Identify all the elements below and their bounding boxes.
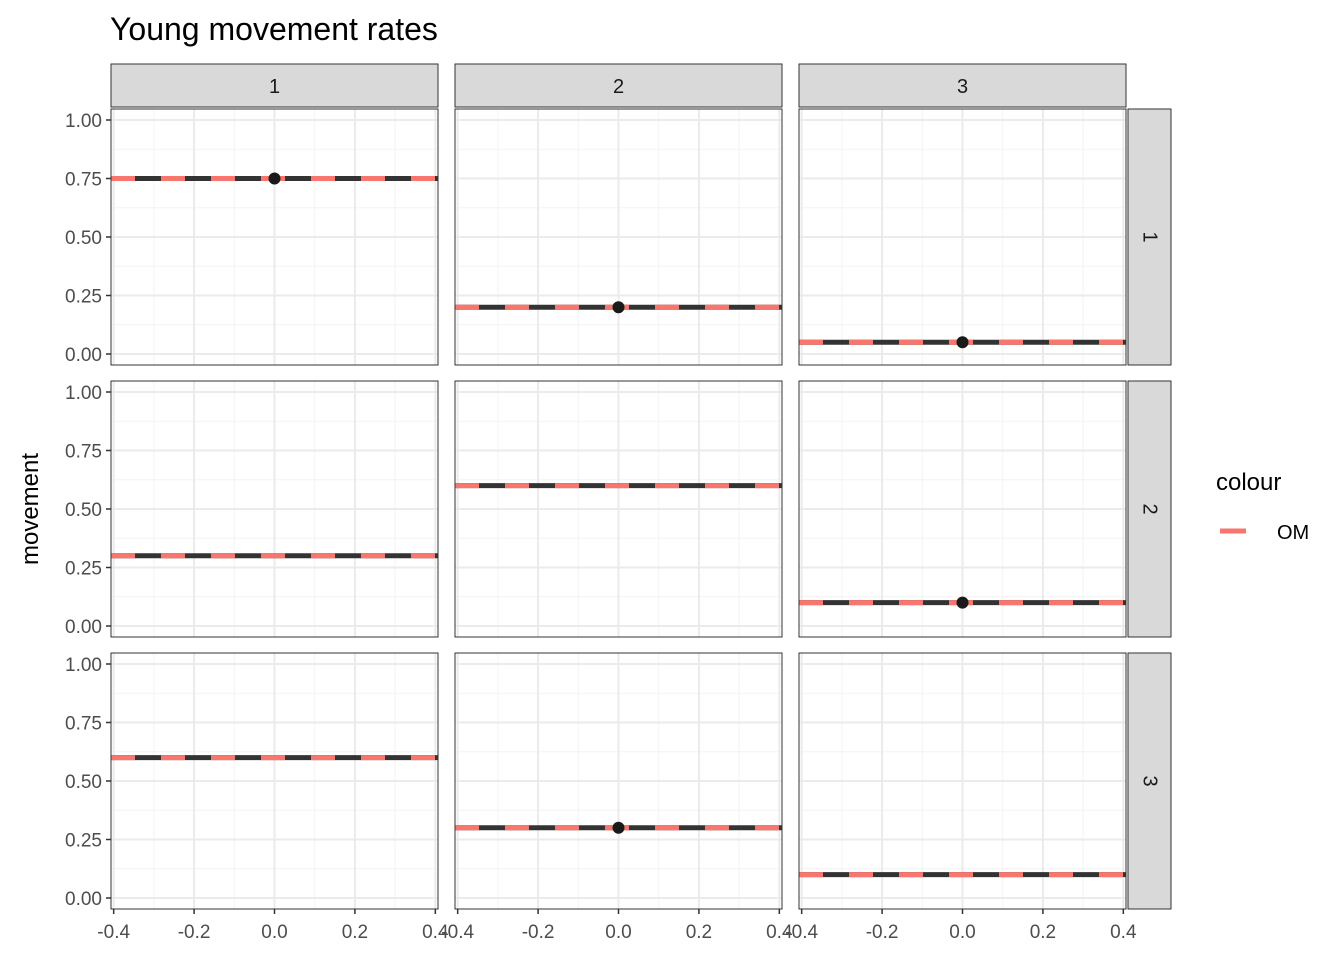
col-strip-2: [454, 63, 783, 108]
data-point: [956, 596, 969, 609]
col-strip-1: [110, 63, 439, 108]
panel-border: [454, 380, 783, 638]
panel-3-3: -0.4 -0.2 0.0 0.2 0.4: [785, 652, 1137, 943]
y-tick-label: 0.75: [65, 714, 102, 735]
col-strip-label-2: 2: [613, 76, 624, 98]
y-tick-label: 0.50: [65, 772, 102, 793]
panel-2-1: 0.00 0.25 0.50 0.75 1.00: [65, 380, 439, 638]
row-strip-label-2: 2: [1139, 503, 1161, 514]
panel-grid: 1 2 31230.000.250.500.751.000.000.250.500.…: [65, 63, 1172, 943]
data-point: [268, 172, 281, 185]
col-strip-label-1: 1: [269, 76, 280, 98]
x-tick-label: 0.4: [766, 922, 793, 943]
chart-title: Young movement rates: [110, 11, 438, 47]
row-strip-2: [1127, 380, 1172, 638]
x-tick-label: 0.2: [686, 922, 712, 943]
row-strip-3: [1127, 652, 1172, 910]
x-tick-label: 0.2: [342, 922, 368, 943]
panel-1-3: [798, 108, 1127, 366]
panel-1-2: [454, 108, 783, 366]
x-tick-label: -0.2: [178, 922, 211, 943]
panel-3-1: 0.00 0.25 0.50 0.75 1.00 -0.4 -0.2 0.0 0.2 0.4: [65, 652, 449, 943]
y-tick-label: 0.25: [65, 287, 102, 308]
data-point: [612, 301, 625, 314]
panel-border: [798, 380, 1127, 638]
y-tick-label: 1.00: [65, 383, 102, 404]
y-tick-label: 0.50: [65, 500, 102, 521]
col-strip-3: [798, 63, 1127, 108]
y-tick-label: 0.25: [65, 559, 102, 580]
y-tick-label: 0.00: [65, 345, 102, 366]
y-tick-label: 1.00: [65, 111, 102, 132]
x-tick-label: -0.4: [441, 922, 474, 943]
y-tick-label: 1.00: [65, 655, 102, 676]
panel-2-2: [454, 380, 783, 638]
legend-label-om: OM: [1277, 522, 1309, 544]
x-tick-label: 0.4: [1110, 922, 1137, 943]
x-tick-label: 0.4: [422, 922, 449, 943]
y-tick-label: 0.75: [65, 442, 102, 463]
panel-border: [798, 108, 1127, 366]
x-tick-label: -0.4: [97, 922, 130, 943]
panel-2-3: [798, 380, 1127, 638]
x-tick-label: 0.0: [949, 922, 975, 943]
x-tick-label: 0.0: [605, 922, 631, 943]
x-tick-label: -0.2: [866, 922, 899, 943]
y-tick-label: 0.75: [65, 170, 102, 191]
x-tick-label: 0.2: [1030, 922, 1056, 943]
panel-3-2: -0.4 -0.2 0.0 0.2 0.4: [441, 652, 793, 943]
x-tick-label: 0.0: [261, 922, 287, 943]
row-strip-1: [1127, 108, 1172, 366]
row-strip-label-1: 1: [1139, 231, 1161, 242]
y-tick-label: 0.00: [65, 617, 102, 638]
legend-title: colour: [1216, 469, 1281, 496]
y-tick-label: 0.00: [65, 889, 102, 910]
x-tick-label: -0.2: [522, 922, 555, 943]
panel-1-1: 0.00 0.25 0.50 0.75 1.00: [65, 108, 439, 366]
panel-border: [454, 108, 783, 366]
y-tick-label: 0.25: [65, 831, 102, 852]
data-point: [612, 821, 625, 834]
data-point: [956, 336, 969, 349]
y-tick-label: 0.50: [65, 228, 102, 249]
y-axis-label: movement: [17, 453, 44, 565]
legend: colour OM: [1216, 469, 1309, 544]
row-strip-label-3: 3: [1139, 775, 1161, 786]
col-strip-label-3: 3: [957, 76, 968, 98]
x-tick-label: -0.4: [785, 922, 818, 943]
